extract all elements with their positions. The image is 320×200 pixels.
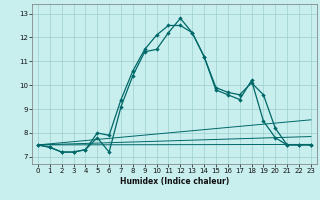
X-axis label: Humidex (Indice chaleur): Humidex (Indice chaleur): [120, 177, 229, 186]
